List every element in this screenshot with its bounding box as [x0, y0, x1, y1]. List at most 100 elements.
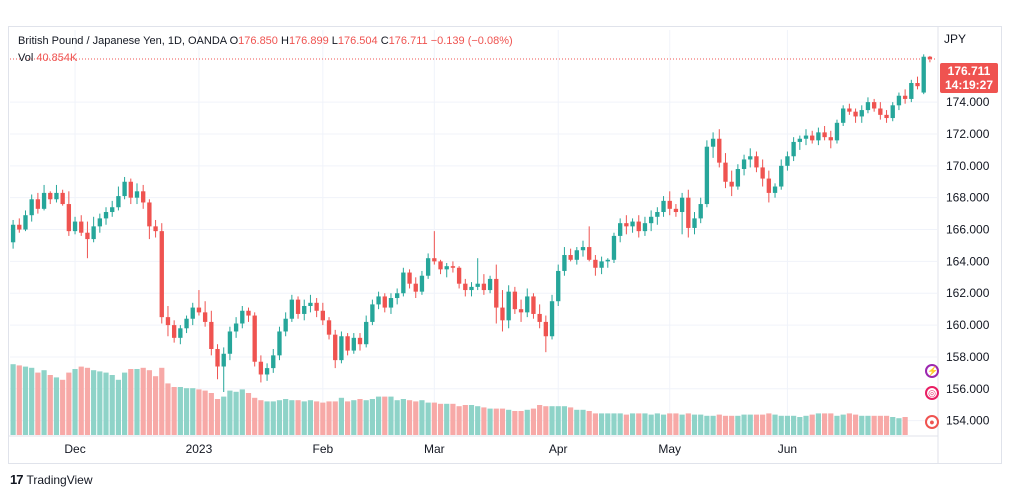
candle-body	[568, 255, 573, 260]
candle-body	[116, 196, 121, 208]
candle-body	[648, 216, 654, 224]
volume-bar	[660, 414, 667, 435]
volume-bar	[797, 417, 803, 435]
time-tick-label: Feb	[312, 442, 333, 456]
volume-bar	[722, 415, 729, 435]
volume-bar	[883, 415, 890, 435]
volume-bar	[778, 415, 784, 435]
time-tick-label: Dec	[64, 442, 85, 456]
volume-bar	[747, 414, 753, 435]
economic-event-icon[interactable]: ●	[925, 415, 939, 429]
volume-bar	[190, 388, 196, 435]
close-label: C	[380, 35, 389, 47]
candle-body	[326, 320, 332, 335]
dividend-event-icon[interactable]: ⚡	[925, 364, 939, 378]
candle-body	[698, 204, 703, 219]
candle-body	[302, 305, 307, 314]
candle-body	[35, 199, 41, 209]
candle-body	[704, 146, 710, 205]
volume-bar	[388, 396, 394, 435]
candle-body	[673, 208, 679, 213]
candle-body	[283, 318, 288, 332]
candle-body	[141, 191, 146, 203]
candle-body	[494, 278, 499, 308]
volume-bar	[834, 415, 840, 435]
open-label: O	[229, 35, 239, 47]
candle-body	[444, 266, 449, 270]
volume-bar	[574, 409, 580, 435]
candle-body	[233, 323, 239, 332]
volume-bar	[208, 393, 214, 435]
volume-bar	[146, 370, 152, 435]
candle-body	[153, 226, 158, 232]
volume-bar	[549, 406, 555, 435]
brand-name: TradingView	[26, 472, 93, 487]
volume-bar	[487, 408, 493, 435]
candle-body	[902, 95, 908, 99]
candle-body	[171, 325, 177, 338]
candle-body	[413, 283, 418, 292]
candle-body	[215, 348, 220, 367]
candle-body	[79, 221, 84, 233]
candle-body	[85, 232, 90, 240]
volume-bar	[691, 414, 698, 435]
earnings-event-icon[interactable]: ◎	[925, 386, 939, 400]
volume-bar	[493, 408, 499, 435]
volume-bar	[580, 409, 586, 435]
volume-legend: Vol 40.854K	[18, 52, 77, 64]
candle-body	[549, 301, 555, 337]
price-tick-label: 166.000	[946, 223, 990, 237]
volume-bar	[406, 400, 413, 435]
candle-body	[469, 286, 474, 291]
volume-bar	[704, 415, 710, 435]
candle-body	[333, 334, 338, 361]
candle-body	[525, 296, 530, 313]
volume-bar	[561, 406, 568, 435]
candle-body	[450, 266, 456, 268]
candle-body	[41, 192, 47, 209]
volume-bar	[852, 414, 859, 435]
volume-bar	[363, 400, 369, 435]
candle-body	[754, 156, 759, 168]
candle-body	[655, 212, 660, 217]
volume-value: 40.854K	[36, 52, 78, 64]
candle-body	[202, 312, 208, 322]
candle-body	[797, 138, 802, 142]
candle-body	[735, 169, 741, 187]
candle-body	[17, 224, 22, 230]
volume-bar	[890, 417, 896, 435]
price-tick-label: 154.000	[946, 414, 990, 428]
volume-bar	[431, 402, 437, 435]
volume-bar	[400, 399, 406, 435]
volume-bar	[314, 401, 320, 435]
volume-bar	[345, 401, 351, 435]
volume-bar	[276, 400, 283, 435]
volume-bar	[865, 415, 871, 435]
candle-body	[834, 122, 840, 141]
volume-bar	[227, 390, 233, 435]
volume-bar	[183, 388, 190, 435]
candle-body	[382, 296, 387, 308]
candle-body	[841, 108, 846, 123]
volume-bar	[289, 400, 295, 435]
candle-body	[506, 291, 511, 321]
volume-bar	[605, 413, 611, 435]
price-tick-label: 174.000	[946, 95, 990, 109]
candle-body	[295, 299, 301, 314]
candle-body	[791, 141, 796, 157]
volume-bar	[444, 403, 450, 435]
volume-bar	[382, 396, 388, 435]
tradingview-logo[interactable]: 17 TradingView	[10, 472, 93, 487]
candle-body	[394, 293, 400, 299]
candle-body	[692, 218, 697, 228]
volume-bar	[264, 401, 270, 435]
price-tick-label: 156.000	[946, 382, 990, 396]
candle-body	[772, 186, 778, 193]
candle-body	[165, 317, 171, 326]
candle-body	[128, 181, 133, 198]
volume-bar	[791, 415, 797, 435]
volume-bar	[667, 413, 673, 435]
volume-bar	[134, 369, 140, 435]
volume-bar	[97, 371, 103, 435]
